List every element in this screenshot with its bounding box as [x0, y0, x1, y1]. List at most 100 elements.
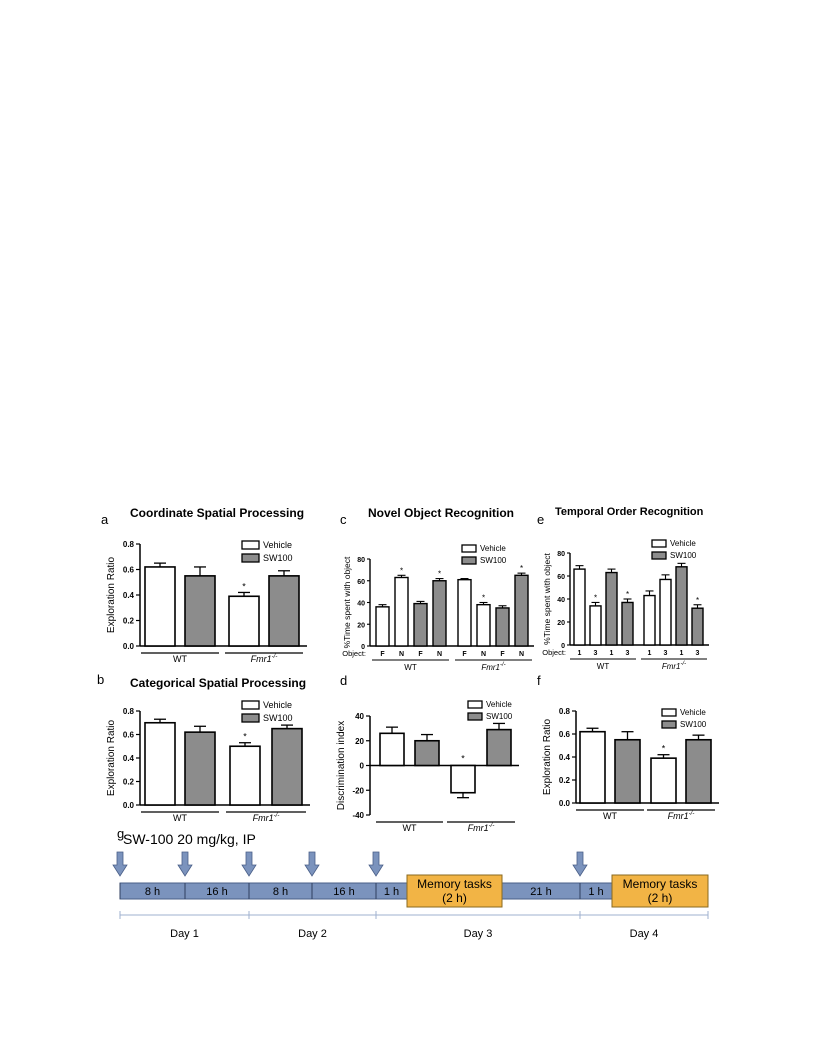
group-label-fmr1: Fmr1-/- — [468, 823, 495, 833]
panel-title-c: Novel Object Recognition — [368, 506, 515, 520]
chart-a: 0.0 0.2 0.4 0.6 0.8 Exploration Ratio * WT Fmr1-… — [106, 540, 307, 664]
day-label: Day 1 — [170, 928, 199, 940]
bar-vehicle-1 — [589, 605, 602, 646]
bar-vehicle-5 — [476, 603, 491, 647]
bar-sw100-6 — [675, 566, 688, 646]
x-prefix-label: Object: — [342, 649, 366, 658]
panel-title-a: Coordinate Spatial Processing — [130, 506, 305, 520]
y-tick-label: 60 — [357, 579, 365, 586]
injection-arrow-icon — [572, 851, 588, 877]
injection-arrow-icon — [304, 851, 320, 877]
segment-label: 8 h — [273, 886, 288, 898]
y-axis-label: %Time spent with object — [542, 552, 552, 644]
y-tick-label: 0.2 — [123, 617, 135, 626]
panel-letter-a: a — [101, 512, 109, 527]
y-tick-label: 0.4 — [123, 591, 135, 600]
x-tick-label: 1 — [578, 650, 582, 657]
group-label-wt: WT — [404, 663, 417, 672]
x-tick-label: 3 — [664, 650, 668, 657]
y-tick-label: 0.4 — [559, 753, 571, 762]
group-label-fmr1: Fmr1-/- — [662, 661, 686, 671]
y-tick-label: 40 — [357, 601, 365, 608]
legend-swatch-sw100 — [461, 556, 477, 565]
bar-sw100-3 — [621, 601, 634, 646]
significance-star: * — [626, 590, 629, 599]
panel-title-b: Categorical Spatial Processing — [130, 676, 307, 690]
x-tick-label: N — [481, 651, 486, 658]
panel-title-e: Temporal Order Recognition — [555, 506, 704, 518]
y-tick-label: 0.0 — [559, 799, 571, 808]
bar-vehicle-wt — [379, 732, 405, 767]
y-tick-label: 20 — [357, 622, 365, 629]
x-tick-label: F — [380, 651, 385, 658]
x-tick-label: 3 — [594, 650, 598, 657]
x-tick-label: F — [418, 651, 423, 658]
bar-sw100-fmr1 — [268, 575, 300, 647]
legend-swatch-sw100 — [241, 553, 260, 563]
legend-swatch-sw100 — [661, 720, 677, 729]
y-tick-label: 40 — [557, 597, 565, 604]
panel-letter-c: c — [340, 512, 347, 527]
y-tick-label: 0.8 — [123, 540, 135, 549]
legend-label-sw100: SW100 — [680, 720, 707, 729]
legend-label-vehicle: Vehicle — [263, 540, 292, 550]
y-tick-label: 0.6 — [559, 730, 571, 739]
legend-label-sw100: SW100 — [486, 712, 513, 721]
memory-tasks-box-1 — [406, 874, 503, 908]
chart-c: 0 20 40 60 80 %Time spent with object F * N F * N F *… — [342, 544, 534, 672]
memory-tasks-label: Memory tasks — [417, 877, 492, 891]
injection-arrow-icon — [241, 851, 257, 877]
x-tick-label: 3 — [626, 650, 630, 657]
memory-tasks-duration: (2 h) — [648, 891, 673, 905]
group-label-wt: WT — [173, 654, 187, 664]
bar-vehicle-fmr1 — [650, 757, 677, 804]
significance-star: * — [461, 754, 465, 764]
legend-swatch-vehicle — [241, 700, 260, 710]
bar-sw100-wt — [614, 738, 641, 804]
y-tick-label: 60 — [557, 574, 565, 581]
significance-star: * — [482, 594, 485, 603]
significance-star: * — [696, 596, 699, 605]
bar-sw100-7 — [691, 607, 704, 646]
y-axis-label: Exploration Ratio — [106, 719, 117, 796]
significance-star: * — [594, 593, 597, 602]
y-tick-label: 80 — [557, 551, 565, 558]
panel-letter-d: d — [340, 673, 348, 688]
legend-label-vehicle: Vehicle — [263, 700, 292, 710]
legend-swatch-sw100 — [467, 712, 483, 721]
bar-sw100-3 — [432, 580, 447, 647]
segment-label: 1 h — [384, 886, 399, 898]
legend-label-sw100: SW100 — [670, 551, 697, 560]
legend-label-vehicle: Vehicle — [480, 544, 506, 553]
group-label-fmr1: Fmr1-/- — [668, 811, 695, 821]
y-tick-label: 0.2 — [123, 778, 135, 787]
y-tick-label: 0.8 — [559, 707, 571, 716]
significance-star: * — [520, 564, 523, 573]
timeline-treatment-label: SW-100 20 mg/kg, IP — [123, 831, 256, 847]
legend-label-sw100: SW100 — [480, 556, 507, 565]
day-label: Day 3 — [464, 928, 493, 940]
bar-sw100-fmr1 — [271, 727, 303, 806]
y-axis-label: Exploration Ratio — [542, 718, 553, 795]
bar-vehicle-0 — [375, 606, 390, 647]
panel-letter-b: b — [97, 672, 105, 687]
x-prefix-label: Object: — [542, 648, 566, 657]
legend-label-sw100: SW100 — [263, 713, 293, 723]
significance-star: * — [662, 744, 666, 754]
segment-label: 8 h — [145, 886, 160, 898]
x-tick-label: 1 — [648, 650, 652, 657]
x-tick-label: N — [519, 651, 524, 658]
significance-star: * — [400, 566, 403, 575]
group-label-wt: WT — [173, 813, 187, 823]
y-axis-label: %Time spent with object — [342, 556, 352, 648]
memory-tasks-label: Memory tasks — [623, 877, 698, 891]
y-tick-label: 0 — [561, 643, 565, 650]
y-tick-label: 20 — [355, 737, 364, 746]
y-tick-label: 0.8 — [123, 707, 135, 716]
memory-tasks-duration: (2 h) — [442, 891, 467, 905]
bar-vehicle-5 — [659, 578, 672, 646]
day-label: Day 2 — [298, 928, 327, 940]
bar-vehicle-wt — [144, 721, 176, 806]
bar-sw100-6 — [495, 607, 510, 647]
